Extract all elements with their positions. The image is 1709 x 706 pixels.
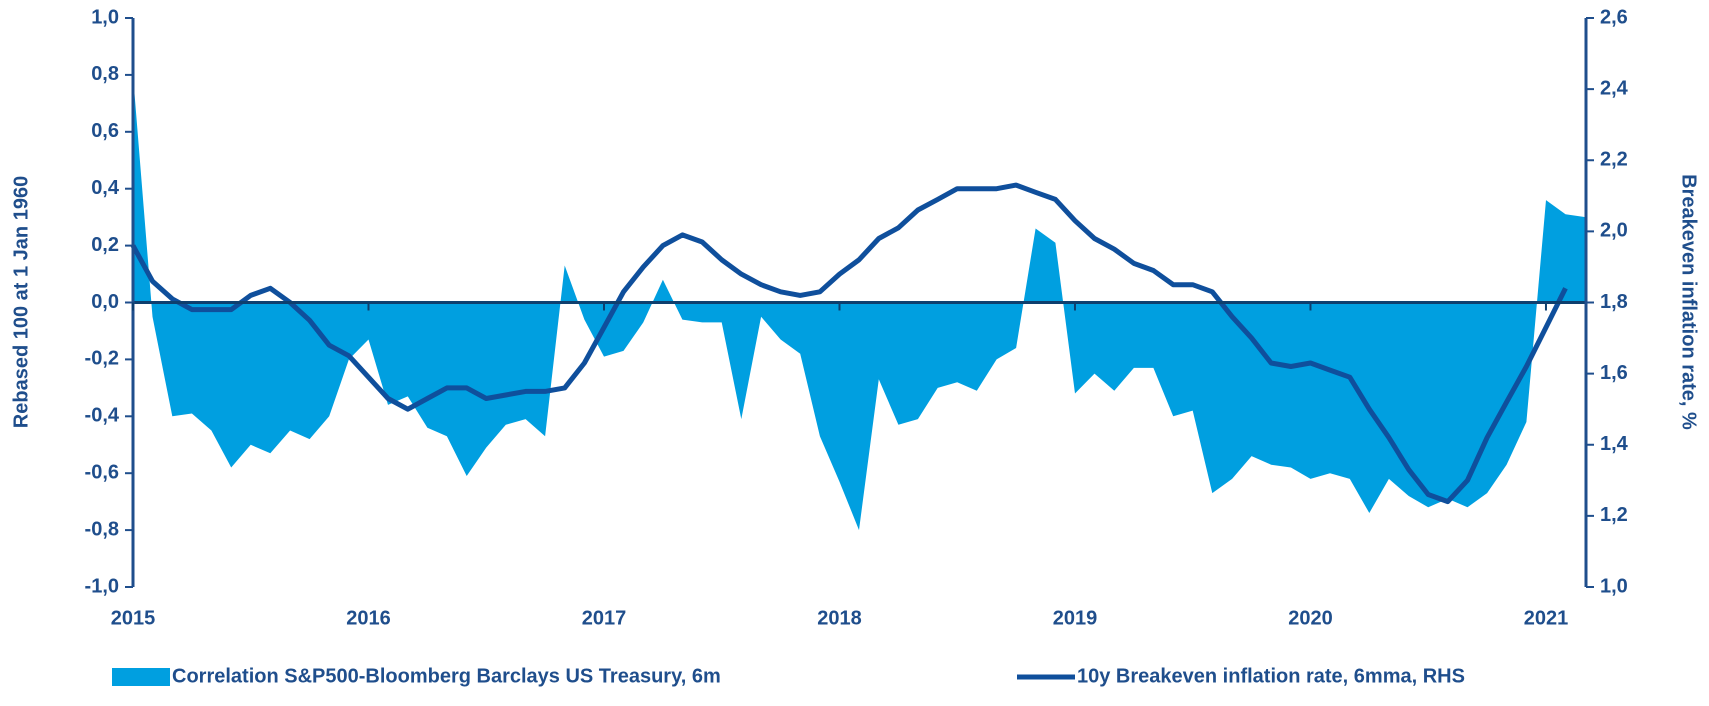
y-tick-label: 0,0 xyxy=(91,291,119,313)
y2-tick-label: 2,6 xyxy=(1600,6,1628,28)
y2-tick-label: 2,0 xyxy=(1600,220,1628,242)
y-tick-label: -1,0 xyxy=(85,575,119,597)
y-tick-label: -0,6 xyxy=(85,461,119,483)
y2-tick-label: 2,4 xyxy=(1600,77,1629,99)
x-tick-label: 2021 xyxy=(1524,607,1569,629)
x-tick-label: 2020 xyxy=(1288,607,1333,629)
x-tick-label: 2016 xyxy=(346,607,391,629)
y2-tick-label: 1,6 xyxy=(1600,362,1628,384)
legend-swatch xyxy=(112,668,170,686)
y2-tick-label: 1,0 xyxy=(1600,575,1628,597)
y-tick-label: 0,2 xyxy=(91,234,119,256)
y2-tick-label: 1,8 xyxy=(1600,291,1628,313)
y-tick-label: 0,8 xyxy=(91,63,119,85)
y-tick-label: 0,4 xyxy=(91,177,120,199)
y2-tick-label: 2,2 xyxy=(1600,149,1628,171)
x-tick-label: 2017 xyxy=(582,607,627,629)
y2-tick-label: 1,2 xyxy=(1600,504,1628,526)
legend-label: 10y Breakeven inflation rate, 6mma, RHS xyxy=(1077,665,1465,687)
x-tick-label: 2015 xyxy=(111,607,156,629)
y-tick-label: -0,4 xyxy=(85,405,120,427)
y-axis-label: Rebased 100 at 1 Jan 1960 xyxy=(10,176,32,428)
x-tick-label: 2018 xyxy=(817,607,862,629)
y-tick-label: -0,2 xyxy=(85,348,119,370)
line xyxy=(130,182,1568,505)
y-tick-label: 0,6 xyxy=(91,120,119,142)
x-tick-label: 2019 xyxy=(1053,607,1098,629)
y2-tick-label: 1,4 xyxy=(1600,433,1629,455)
legend-label: Correlation S&P500-Bloomberg Barclays US… xyxy=(172,665,721,687)
y2-axis-label: Breakeven inflation rate, % xyxy=(1678,174,1700,430)
y-tick-label: 1,0 xyxy=(91,6,119,28)
y-tick-label: -0,8 xyxy=(85,518,119,540)
